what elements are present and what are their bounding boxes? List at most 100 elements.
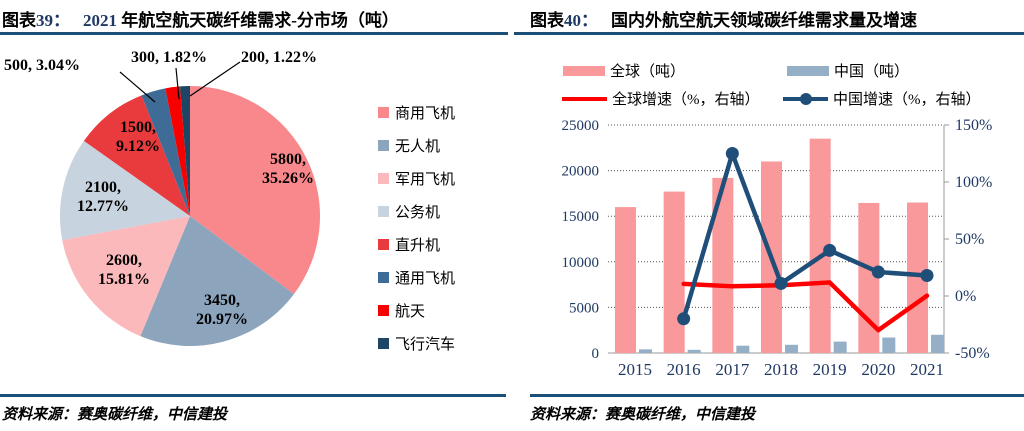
pie-slice-飞行汽车 [180,86,190,216]
pie-callout-label: 200, 1.22% [241,49,317,66]
legend-item-china-growth: 中国增速（%，右轴） [783,88,981,109]
source-prefix: 资料来源： [530,407,606,423]
figure-40-bottom-rule [530,394,1024,397]
figure-39-label: 图表39： [2,11,70,30]
global-growth-line [681,280,930,333]
china-demand-bar-2019 [833,341,847,353]
pie-callout-label: 500, 3.04% [4,57,80,74]
combo-chart-legend: 全球（吨） 中国（吨） 全球增速（%，右轴） 中国增速（%，右轴） [512,0,1024,110]
legend-label: 中国增速（%，右轴） [833,92,981,108]
legend-label: 全球增速（%，右轴） [612,92,760,108]
figure-40-title: 国内外航空航天领域碳纤维需求量及增速 [611,11,917,30]
pie-callout-leader-line [189,61,241,97]
pie-slice-通用飞机 [141,88,190,216]
global-demand-bar-2019 [809,138,831,353]
x-axis-tick-label: 2015 [618,360,652,379]
pie-slice-公务机 [60,140,190,241]
china-demand-bar-2017 [736,345,750,353]
pie-legend-item-商用飞机: 商用飞机 [378,96,455,129]
figure-40-label: 图表40： [530,11,598,30]
pie-slice-label: 3450, 20.97% [196,292,248,328]
pie-slice-直升机 [83,95,190,216]
right-axis-tick-label: 100% [955,174,992,191]
legend-label: 直升机 [395,238,441,254]
china-demand-bar-2020 [882,337,896,353]
pie-callout-label: 300, 1.82% [131,49,207,66]
x-axis-tick-label: 2019 [813,360,847,379]
source-text: 赛奥碳纤维，中信建投 [605,407,756,423]
pie-slice-商用飞机 [190,86,321,295]
pie-callout-leader-line [175,67,180,100]
right-axis-tick-label: 0% [955,288,976,305]
china-demand-bar-2018 [785,344,798,353]
china-growth-marker [823,243,837,257]
left-axis-tick-label: 15000 [562,209,600,225]
china-demand-bar-2015 [639,349,652,353]
pie-legend-item-直升机: 直升机 [378,228,455,261]
pie-slice-label: 2600, 15.81% [98,252,150,288]
pie-legend-item-军用飞机: 军用飞机 [378,162,455,195]
china-growth-line [681,151,930,322]
left-axis-tick-label: 10000 [562,255,600,271]
china-growth-marker [725,147,739,160]
pie-legend-item-公务机: 公务机 [378,195,455,228]
figure-39-header: 图表39： 2021 年航空航天碳纤维需求-分市场（吨） [2,6,514,31]
global-demand-bar-2017 [712,177,734,353]
china-growth-marker [677,312,691,326]
figure-39-source: 资料来源：赛奥碳纤维，中信建投 [2,403,227,424]
x-axis-tick-label: 2016 [667,360,701,379]
pie-legend: 商用飞机无人机军用飞机公务机直升机通用飞机航天飞行汽车 [378,96,455,360]
pie-slice-军用飞机 [62,216,190,337]
legend-label: 公务机 [395,205,441,221]
pie-slice-label: 2100, 12.77% [77,179,129,215]
legend-color-square [378,140,389,151]
legend-label: 中国（吨） [834,64,910,80]
global-demand-bar-2015 [615,207,636,353]
global-demand-bar-2021 [907,202,928,353]
figure-40-title-rule [514,32,1024,35]
combo-chart: 0 5000 10000 15000 20000 25000 -50% 0% 50% 100% 15… [562,117,993,379]
right-axis-tick-label: -50% [955,345,990,362]
legend-color-square [378,305,389,316]
left-axis-tick-label: 0 [592,346,600,362]
x-axis-tick-label: 2018 [764,360,798,379]
legend-label: 飞行汽车 [395,337,456,353]
legend-label: 无人机 [395,139,441,155]
pie-chart [60,61,321,346]
source-text: 赛奥碳纤维，中信建投 [77,407,228,423]
global-growth-line-swatch [562,96,607,101]
pie-legend-item-飞行汽车: 飞行汽车 [378,327,455,360]
china-bar-swatch [787,65,829,76]
china-demand-bar-2016 [687,349,701,353]
figure-40: 图表40： 国内外航空航天领域碳纤维需求量及增速 全球（吨） 中国（吨） 全球增速… [512,0,1024,431]
pie-legend-item-通用飞机: 通用飞机 [378,261,455,294]
pie-legend-item-航天: 航天 [378,294,455,327]
x-axis-tick-label: 2021 [910,360,944,379]
legend-item-china-bar: 中国（吨） [787,60,909,81]
right-axis-tick-label: 50% [955,231,984,248]
figure-40-source: 资料来源：赛奥碳纤维，中信建投 [530,403,755,424]
pie-callout-leader-line [119,71,156,103]
figure-40-header: 图表40： 国内外航空航天领域碳纤维需求量及增速 [530,6,1024,31]
legend-item-global-bar: 全球（吨） [563,60,685,81]
x-axis-tick-label: 2020 [861,360,895,379]
global-demand-bar-2016 [663,191,685,353]
legend-label: 全球（吨） [610,64,686,80]
figure-39-bottom-rule [0,394,506,397]
global-bar-swatch [563,65,605,76]
legend-color-square [378,173,389,184]
legend-color-square [378,239,389,250]
pie-slice-无人机 [140,216,294,346]
figure-39-title: 2021 年航空航天碳纤维需求-分市场（吨） [83,11,399,30]
china-growth-marker [920,268,934,282]
legend-color-square [378,338,389,349]
source-prefix: 资料来源： [2,407,78,423]
left-axis-tick-label: 25000 [562,118,600,134]
x-axis-tick-label: 2017 [715,360,750,379]
left-axis-tick-label: 20000 [562,164,600,180]
china-demand-bar-2021 [931,334,944,353]
left-axis-tick-label: 5000 [569,300,599,316]
legend-color-square [378,206,389,217]
legend-label: 航天 [395,304,426,320]
